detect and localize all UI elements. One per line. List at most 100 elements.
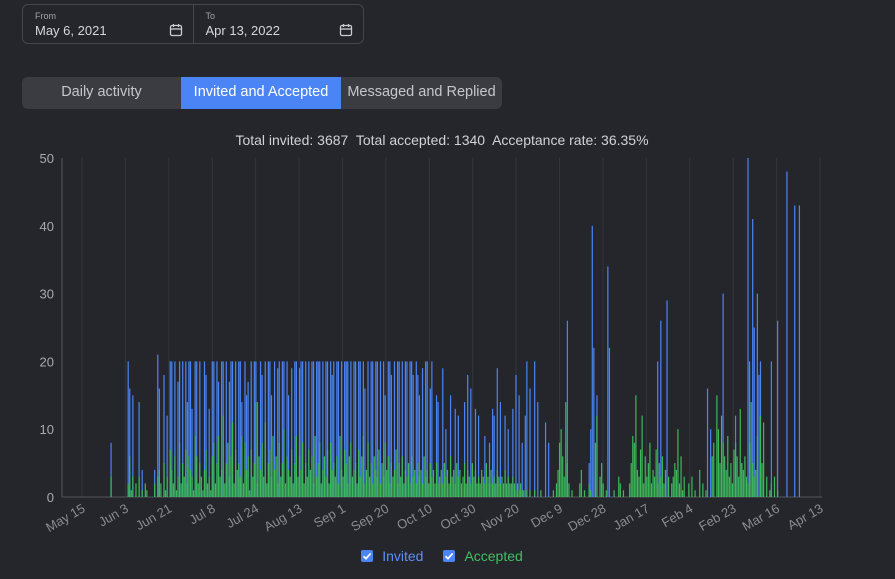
bar-accepted <box>498 476 500 497</box>
bar-accepted <box>368 476 371 497</box>
bar-invited <box>376 361 378 497</box>
legend-item-invited[interactable]: Invited <box>361 548 423 564</box>
bar-invited <box>261 374 263 497</box>
bar-accepted <box>138 476 140 497</box>
x-tick-label: Apr 13 <box>785 501 826 533</box>
bar-invited <box>390 374 392 497</box>
x-tick-label: Dec 28 <box>565 501 608 535</box>
bar-accepted <box>127 483 129 497</box>
bar-accepted <box>429 463 431 497</box>
bar-accepted <box>253 463 255 497</box>
bar-accepted <box>146 490 148 497</box>
bar-accepted <box>392 476 394 497</box>
bar-invited <box>512 408 514 497</box>
y-tick-label: 30 <box>40 287 54 302</box>
bar-invited <box>294 361 296 497</box>
bar-accepted <box>671 483 673 497</box>
bar-accepted <box>154 483 156 497</box>
checkbox-checked-icon[interactable] <box>361 550 374 562</box>
bar-accepted <box>367 442 369 497</box>
bar-accepted <box>412 476 414 497</box>
bar-accepted <box>325 476 327 497</box>
bar-accepted <box>141 490 143 497</box>
bar-invited <box>445 429 447 497</box>
bar-accepted <box>649 442 651 497</box>
bar-accepted <box>400 476 402 497</box>
bar-accepted <box>560 429 562 497</box>
bar-accepted <box>317 463 319 497</box>
bar-invited <box>216 361 218 497</box>
bar-accepted <box>178 442 181 497</box>
bar-accepted <box>376 476 378 497</box>
bar-accepted <box>674 463 676 497</box>
bar-invited <box>449 395 452 497</box>
bar-accepted <box>188 456 190 497</box>
bar-invited <box>463 402 466 497</box>
to-date-value[interactable]: Apr 13, 2022 <box>205 23 280 38</box>
x-tick-label: Oct 10 <box>394 501 435 533</box>
bar-invited <box>270 395 273 497</box>
bar-invited <box>524 415 526 497</box>
bar-invited <box>777 320 779 497</box>
bar-accepted <box>272 435 274 497</box>
bar-accepted <box>191 476 193 497</box>
bar-accepted <box>507 476 509 497</box>
bar-invited <box>238 361 240 497</box>
bar-invited <box>794 205 796 497</box>
bar-accepted <box>443 463 445 497</box>
bar-invited <box>141 469 143 497</box>
x-tick-label: Jul 24 <box>224 501 262 531</box>
bar-accepted <box>306 476 308 497</box>
x-tick-label: Sep 1 <box>311 501 348 531</box>
bar-accepted <box>495 483 497 497</box>
bar-accepted <box>132 476 134 497</box>
bar-invited <box>393 361 396 497</box>
to-date-field[interactable]: To Apr 13, 2022 <box>192 5 364 43</box>
bar-accepted <box>555 483 558 497</box>
bar-accepted <box>460 483 463 497</box>
bar-invited <box>608 347 611 497</box>
bar-invited <box>397 361 399 497</box>
bar-invited <box>507 429 509 497</box>
bar-accepted <box>596 415 598 497</box>
bar-invited <box>496 368 498 497</box>
checkbox-checked-icon[interactable] <box>443 550 456 562</box>
bar-accepted <box>216 463 218 497</box>
bar-accepted <box>699 469 701 497</box>
bar-accepted <box>632 435 634 497</box>
bar-accepted <box>278 442 280 497</box>
bar-invited <box>786 171 788 497</box>
bar-accepted <box>281 463 283 497</box>
bar-accepted <box>425 476 427 497</box>
bar-accepted <box>308 449 310 497</box>
bar-invited <box>537 402 539 497</box>
bar-accepted <box>418 476 421 497</box>
bar-invited <box>337 361 340 497</box>
bar-invited <box>177 381 179 497</box>
bar-accepted <box>375 469 377 497</box>
from-date-field[interactable]: From May 6, 2021 <box>23 5 193 43</box>
bar-invited <box>534 361 536 497</box>
bar-accepted <box>277 483 279 497</box>
bar-accepted <box>734 442 737 497</box>
bar-accepted <box>727 435 729 497</box>
bar-invited <box>311 361 313 497</box>
bar-accepted <box>618 476 620 497</box>
legend-item-accepted[interactable]: Accepted <box>443 548 523 564</box>
from-date-value[interactable]: May 6, 2021 <box>35 23 107 38</box>
calendar-icon[interactable] <box>339 23 353 42</box>
bar-invited <box>305 361 307 497</box>
bar-accepted <box>199 463 201 497</box>
bar-accepted <box>205 449 207 497</box>
bar-accepted <box>523 490 525 497</box>
bar-accepted <box>180 483 182 497</box>
tab-daily-activity[interactable]: Daily activity <box>61 84 142 100</box>
tab-invited-and-accepted[interactable]: Invited and Accepted <box>181 77 341 109</box>
bar-accepted <box>761 463 763 497</box>
bar-accepted <box>588 483 590 497</box>
calendar-icon[interactable] <box>169 23 183 42</box>
tab-messaged-and-replied[interactable]: Messaged and Replied <box>347 84 496 100</box>
bar-invited <box>228 381 231 497</box>
bar-invited <box>411 361 413 497</box>
